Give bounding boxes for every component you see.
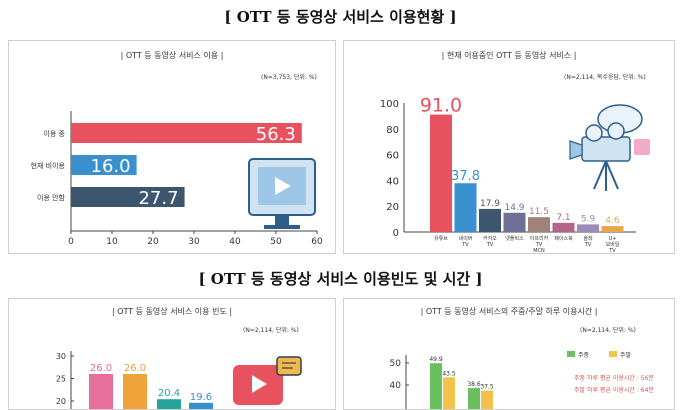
y-tick-label: 0 <box>393 228 399 239</box>
y-tick-label: 50 <box>390 359 402 369</box>
section1-title: [ OTT 등 동영상 서비스 이용현황 ] <box>224 8 457 26</box>
data-label: 27.7 <box>138 188 178 209</box>
y-tick-label: 60 <box>386 151 399 162</box>
category-label: 올레 TV <box>583 235 593 248</box>
bar <box>157 399 181 409</box>
data-label: 19.6 <box>190 392 212 403</box>
category-label: 넷플릭스 <box>505 235 524 242</box>
bar <box>479 208 501 232</box>
data-label: 20.4 <box>158 388 180 399</box>
x-tick-label: 50 <box>270 237 282 247</box>
x-tick-label: 60 <box>311 237 323 247</box>
frequency-panel: | OTT 등 동영상 서비스 이용 빈도 | (N=2,114, 단위: %)… <box>8 298 336 410</box>
category-label: 카카오 TV <box>483 235 497 248</box>
category-label: 이용 중 <box>43 129 65 138</box>
category-label: 아프리카 TV MCN <box>530 235 549 253</box>
monitor-icon <box>248 158 316 229</box>
category-label: 이용 안함 <box>37 193 66 202</box>
x-tick-label: 0 <box>68 237 74 247</box>
category-label: 페이스북 <box>554 235 573 242</box>
usage-panel-title: | OTT 등 동영상 서비스 이용 | <box>120 51 224 60</box>
data-label: 49.9 <box>429 356 443 363</box>
bar <box>430 363 442 409</box>
section2-title: [ OTT 등 동영상 서비스 이용빈도 및 시간 ] <box>198 270 483 288</box>
y-tick-label: 25 <box>56 375 66 384</box>
data-label: 7.1 <box>556 213 570 223</box>
bar <box>71 187 185 207</box>
bar <box>430 114 452 232</box>
bar <box>443 377 455 409</box>
data-label: 11.5 <box>529 207 549 217</box>
camera-icon <box>569 104 650 191</box>
bar <box>468 388 480 409</box>
time-chart: 40 50 주중 주말 49.9 43.5 38.6 37.5 <box>390 351 632 409</box>
category-label: 유튜브 <box>434 236 448 242</box>
frequency-note: (N=2,114, 단위: %) <box>243 327 299 334</box>
services-panel: | 현재 이용중인 OTT 등 동영상 서비스 | (N=2,114, 복수응답… <box>343 40 675 254</box>
y-tick-label: 100 <box>380 99 399 110</box>
x-tick-label: 20 <box>147 237 159 247</box>
legend-label: 주말 <box>620 351 632 359</box>
bar <box>89 374 113 409</box>
time-panel-title: | OTT 등 동영상 서비스의 주중/주말 하루 이용시간 | <box>420 307 598 316</box>
data-label: 17.9 <box>480 199 500 209</box>
category-label: 현재 비이용 <box>31 161 66 170</box>
data-label: 91.0 <box>420 95 462 117</box>
y-tick-label: 40 <box>390 381 402 391</box>
avg-weekend: 주말 하루 평균 이용시간 : 64분 <box>574 387 654 394</box>
data-label: 37.8 <box>451 169 480 184</box>
legend-label: 주중 <box>578 352 590 359</box>
video-play-icon <box>233 356 302 405</box>
bar <box>601 226 624 232</box>
services-panel-title: | 현재 이용중인 OTT 등 동영상 서비스 | <box>441 51 577 60</box>
data-label: 26.0 <box>90 363 112 374</box>
time-note: (N=2,114, 단위: %) <box>580 327 636 334</box>
bar <box>528 217 550 232</box>
category-label: U+ 모바일 TV <box>606 236 620 253</box>
data-label: 4.6 <box>605 216 620 226</box>
y-tick-label: 40 <box>386 176 399 187</box>
x-tick-label: 40 <box>229 237 241 247</box>
x-tick-label: 10 <box>106 237 118 247</box>
legend-swatch <box>609 351 617 357</box>
bar <box>71 123 302 143</box>
data-label: 38.6 <box>467 381 481 388</box>
services-chart: 0 20 40 60 80 100 91.0 유튜브 37.8 네이버 TV 17.9 카카오 TV 14.… <box>380 95 650 253</box>
y-tick-label: 20 <box>386 202 399 213</box>
data-label: 26.0 <box>124 363 146 374</box>
bar <box>577 224 599 232</box>
bar <box>552 222 575 232</box>
data-label: 14.9 <box>504 203 524 213</box>
usage-panel: | OTT 등 동영상 서비스 이용 | (N=3,753, 단위: %) 0 1… <box>8 40 336 254</box>
y-tick-label: 30 <box>56 352 66 361</box>
bar <box>123 374 147 409</box>
data-label: 16.0 <box>91 156 131 177</box>
frequency-chart: 20 25 30 26.0 26.0 20.4 19.6 <box>56 351 302 409</box>
services-note: (N=2,114, 복수응답, 단위: %) <box>564 74 646 81</box>
y-tick-label: 80 <box>386 125 399 136</box>
data-label: 37.5 <box>480 384 494 391</box>
data-label: 43.5 <box>442 370 456 377</box>
time-panel: | OTT 등 동영상 서비스의 주중/주말 하루 이용시간 | (N=2,11… <box>343 298 675 410</box>
category-label: 네이버 TV <box>459 235 473 248</box>
bar <box>71 155 137 175</box>
x-tick-label: 30 <box>188 237 200 247</box>
y-tick-label: 20 <box>56 397 66 406</box>
avg-weekday: 주중 하루 평균 이용시간 : 56분 <box>574 375 654 382</box>
data-label: 56.3 <box>256 124 296 145</box>
usage-note: (N=3,753, 단위: %) <box>261 74 317 81</box>
legend-swatch <box>567 351 575 357</box>
usage-chart: 0 10 20 30 40 50 60 이용 중 56.3 현재 비이용 16.0 이용 안함 27.7 <box>31 111 323 247</box>
bar <box>503 212 526 232</box>
frequency-panel-title: | OTT 등 동영상 서비스 이용 빈도 | <box>111 307 233 316</box>
data-label: 5.9 <box>581 214 596 224</box>
bar <box>454 183 477 232</box>
bar <box>189 402 213 409</box>
